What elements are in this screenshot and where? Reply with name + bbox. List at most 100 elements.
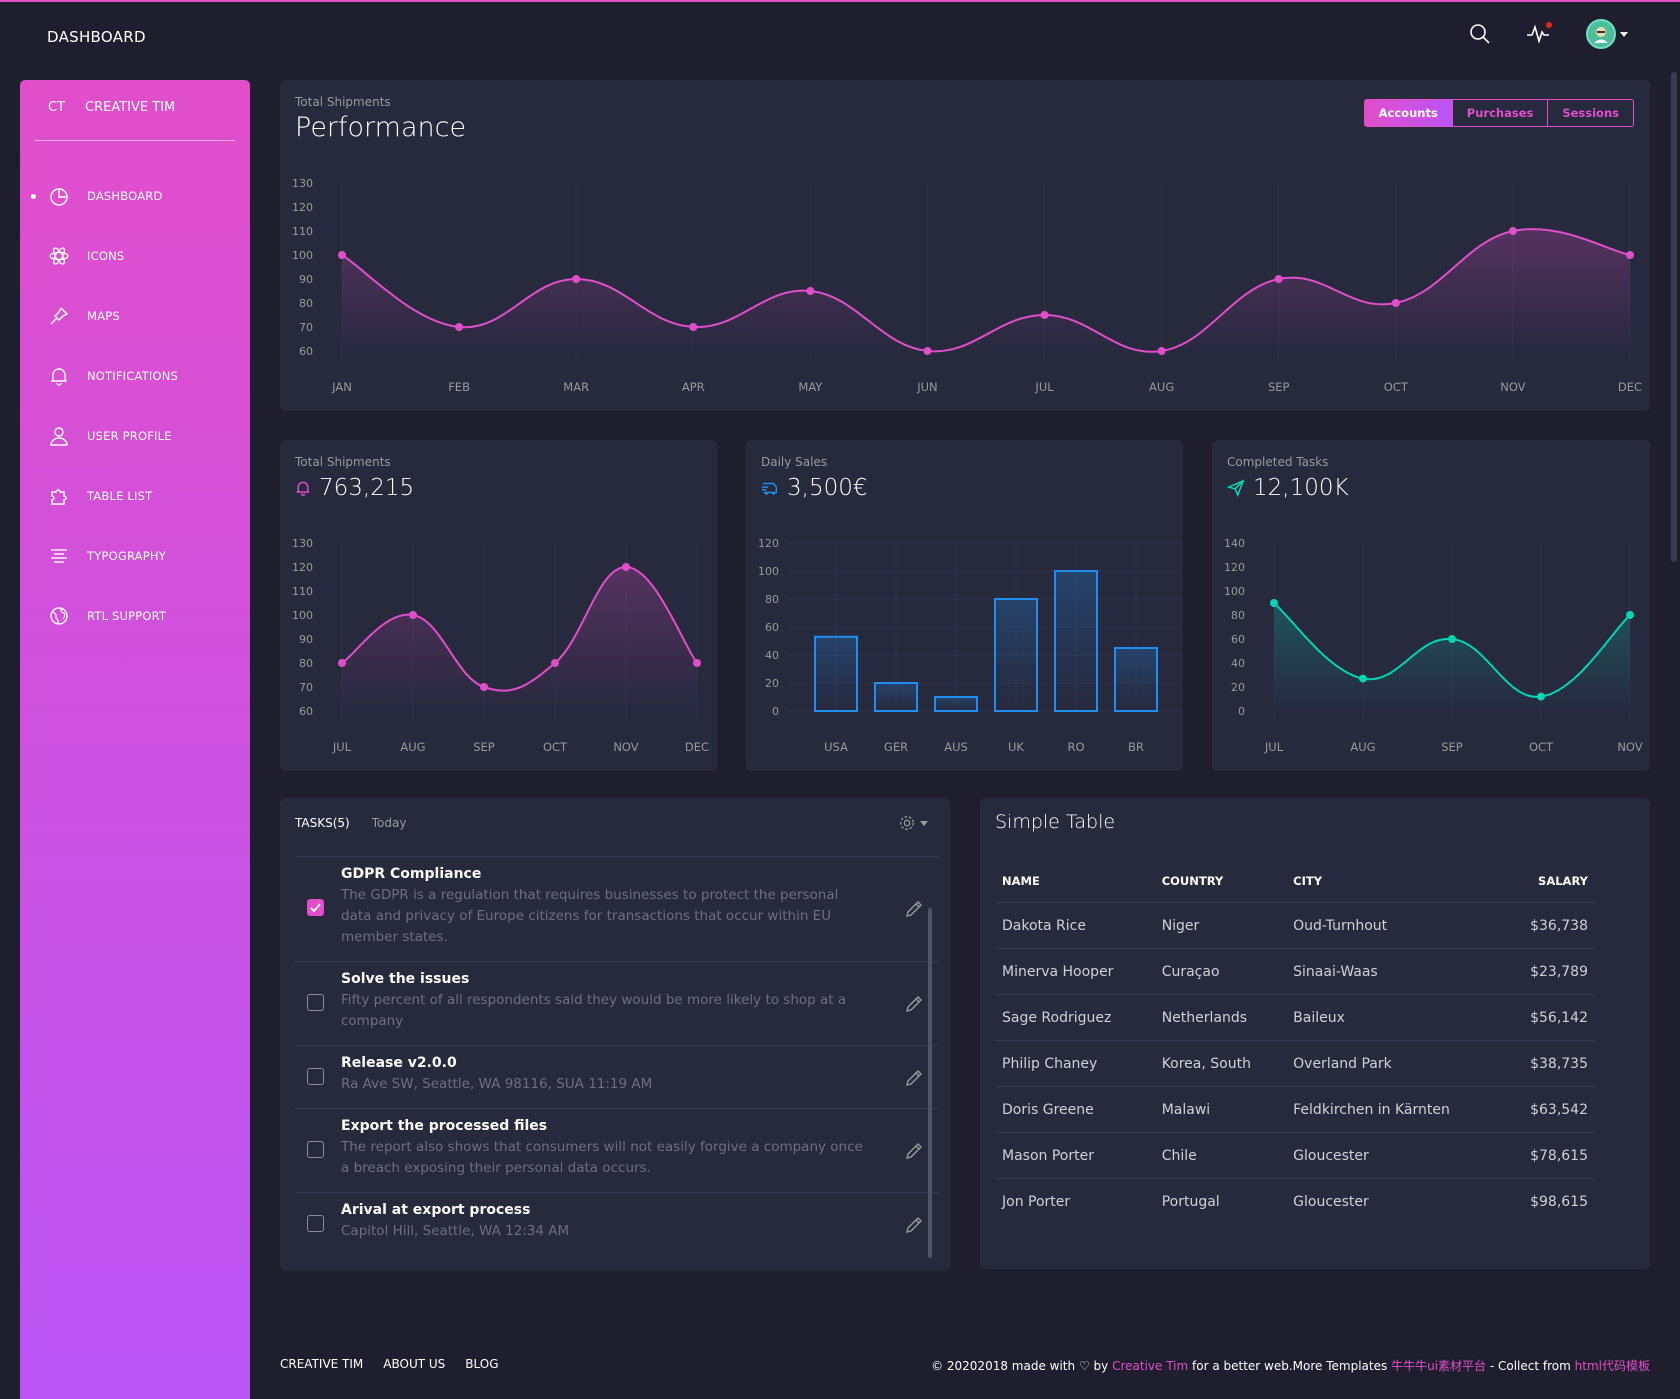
- sidebar-item-label: TYPOGRAPHY: [87, 549, 166, 563]
- y-tick-label: 90: [299, 633, 313, 646]
- task-checkbox[interactable]: [307, 1141, 324, 1158]
- top-navbar: DASHBOARD: [0, 2, 1680, 72]
- table-cell: $36,738: [1503, 902, 1595, 949]
- column-header: CITY: [1286, 860, 1504, 903]
- x-tick-label: OCT: [1529, 740, 1554, 754]
- task-checkbox[interactable]: [307, 1215, 324, 1232]
- today-tab[interactable]: Today: [371, 816, 407, 830]
- search-icon[interactable]: [1466, 20, 1494, 48]
- tasks-header: TASKS(5) Today: [295, 816, 406, 830]
- y-tick-label: 120: [292, 561, 313, 574]
- site-link[interactable]: html代码模板: [1574, 1359, 1650, 1373]
- tab-accounts[interactable]: Accounts: [1364, 100, 1453, 126]
- series-line: [341, 228, 1631, 353]
- x-tick-label: JAN: [331, 380, 352, 394]
- y-tick-label: 40: [1231, 657, 1245, 670]
- user-menu[interactable]: [1582, 19, 1632, 49]
- author-link[interactable]: Creative Tim: [1112, 1359, 1189, 1373]
- table-cell: Malawi: [1154, 1086, 1287, 1133]
- tasks-tab[interactable]: TASKS(5): [295, 816, 350, 830]
- x-tick-label: JUL: [1034, 380, 1054, 394]
- list-item: Release v2.0.0 Ra Ave SW, Seattle, WA 98…: [295, 1045, 938, 1108]
- performance-tabs: Accounts Purchases Sessions: [1363, 99, 1634, 127]
- daily-sales-bar-chart: 0 20 40 60 80 100 120 USA GER AUS UK RO BR: [758, 537, 1183, 754]
- pencil-icon[interactable]: [904, 994, 924, 1014]
- copyright-text: © 20202018 made with: [931, 1359, 1076, 1373]
- y-tick-label: 20: [1231, 681, 1245, 694]
- pencil-icon[interactable]: [904, 1215, 924, 1235]
- active-indicator: [31, 194, 36, 199]
- table-cell: Niger: [1154, 902, 1287, 949]
- puzzle-icon: [48, 485, 70, 507]
- data-point: [1391, 299, 1400, 307]
- data-point: [551, 659, 559, 667]
- table-cell: Sage Rodriguez: [995, 994, 1155, 1041]
- activity-icon[interactable]: [1524, 20, 1552, 48]
- pencil-icon[interactable]: [904, 1141, 924, 1161]
- tab-purchases[interactable]: Purchases: [1453, 100, 1549, 126]
- list-item: Arival at export process Capitol Hill, S…: [295, 1192, 938, 1255]
- page-scrollbar[interactable]: [1671, 72, 1677, 562]
- align-center-icon: [48, 545, 70, 567]
- x-tick-label: NOV: [613, 740, 638, 754]
- site-link[interactable]: 牛牛牛ui素材平台: [1391, 1359, 1487, 1373]
- list-item: Export the processed files The report al…: [295, 1108, 938, 1192]
- notification-dot: [1546, 22, 1552, 28]
- copyright-text: for a better web.More Templates: [1192, 1359, 1388, 1373]
- task-checkbox[interactable]: [307, 899, 324, 916]
- sidebar-item-dashboard[interactable]: DASHBOARD: [20, 166, 250, 226]
- simple-table: NAME COUNTRY CITY SALARY Dakota Rice Nige…: [995, 860, 1595, 1225]
- footer-link-creative-tim[interactable]: CREATIVE TIM: [280, 1357, 364, 1371]
- x-tick-label: JUL: [332, 740, 352, 754]
- pencil-icon[interactable]: [904, 899, 924, 919]
- sidebar-item-maps[interactable]: MAPS: [20, 286, 250, 346]
- x-tick-label: GER: [884, 740, 908, 754]
- data-point: [1537, 692, 1545, 701]
- bar: [934, 696, 978, 712]
- task-description: Capitol Hill, Seattle, WA 12:34 AM: [341, 1223, 570, 1239]
- sidebar-logo[interactable]: CT CREATIVE TIM: [48, 100, 175, 115]
- task-title: Arival at export process: [341, 1202, 531, 1218]
- chevron-down-icon: [1620, 31, 1628, 37]
- tasks-scrollbar[interactable]: [928, 908, 932, 1258]
- data-point: [689, 323, 698, 331]
- data-point: [1274, 275, 1283, 283]
- task-checkbox[interactable]: [307, 1068, 324, 1085]
- y-tick-label: 100: [758, 565, 779, 578]
- x-tick-label: MAR: [563, 380, 589, 394]
- tab-sessions[interactable]: Sessions: [1562, 106, 1619, 120]
- y-tick-label: 0: [1238, 705, 1245, 718]
- sidebar-item-notifications[interactable]: NOTIFICATIONS: [20, 346, 250, 406]
- data-point: [1448, 635, 1456, 643]
- y-tick-label: 60: [1231, 633, 1245, 646]
- column-header: NAME: [995, 860, 1155, 903]
- pin-icon: [48, 305, 70, 327]
- sidebar-item-user-profile[interactable]: USER PROFILE: [20, 406, 250, 466]
- pencil-icon[interactable]: [904, 1068, 924, 1088]
- daily-sales-card: Daily Sales 3,500€ 0 20 40 60 80 100 120 USA GER…: [746, 440, 1183, 771]
- y-tick-label: 100: [292, 609, 313, 622]
- card-title: 3,500€: [761, 475, 867, 501]
- sidebar-item-table-list[interactable]: TABLE LIST: [20, 466, 250, 526]
- x-tick-label: UK: [1008, 740, 1024, 754]
- sidebar-item-icons[interactable]: ICONS: [20, 226, 250, 286]
- x-tick-label: AUS: [944, 740, 968, 754]
- sidebar-item-label: DASHBOARD: [87, 189, 163, 203]
- y-tick-label: 20: [765, 677, 779, 690]
- table-row: Dakota Rice Niger Oud-Turnhout $36,738: [995, 902, 1595, 949]
- footer-link-blog[interactable]: BLOG: [465, 1357, 499, 1371]
- table-cell: Gloucester: [1293, 1193, 1369, 1210]
- sidebar-item-rtl-support[interactable]: RTL SUPPORT: [20, 586, 250, 646]
- x-tick-label: AUG: [1149, 380, 1174, 394]
- table-cell: Netherlands: [1154, 994, 1287, 1041]
- x-tick-label: NOV: [1617, 740, 1642, 754]
- task-checkbox[interactable]: [307, 994, 324, 1011]
- footer-link-about-us[interactable]: ABOUT US: [383, 1357, 446, 1371]
- sidebar-item-typography[interactable]: TYPOGRAPHY: [20, 526, 250, 586]
- table-cell: Minerva Hooper: [995, 948, 1155, 995]
- column-header: SALARY: [1503, 860, 1595, 903]
- x-tick-label: AUG: [1350, 740, 1375, 754]
- navbar-brand[interactable]: DASHBOARD: [47, 28, 146, 46]
- bell-icon: [296, 481, 310, 496]
- settings-dropdown[interactable]: [898, 814, 928, 832]
